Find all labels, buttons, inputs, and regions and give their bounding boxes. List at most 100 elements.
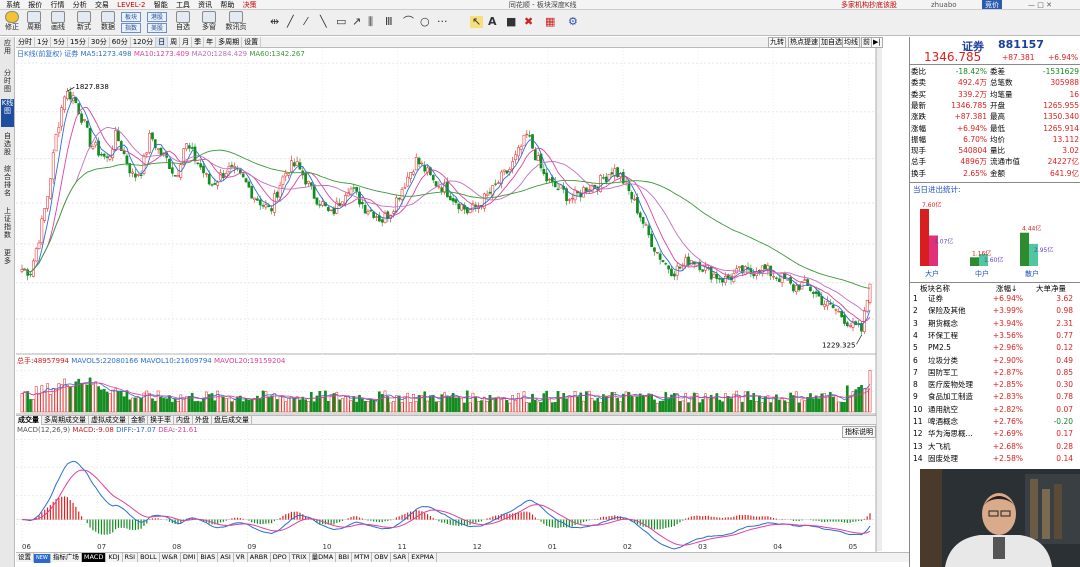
ray-tool-icon[interactable]: ╲: [320, 15, 327, 28]
bars-tool-icon[interactable]: Ⅲ: [385, 15, 393, 28]
indicator-tab[interactable]: BBI: [336, 553, 353, 562]
channel-tool-icon[interactable]: ⫼: [368, 15, 374, 28]
sidebar-item-kline[interactable]: K线图: [1, 99, 14, 127]
indicator-tab[interactable]: RSI: [123, 553, 139, 562]
menu-item[interactable]: 交易: [94, 1, 109, 9]
period-tab-selected[interactable]: 日: [156, 37, 169, 47]
draw-button[interactable]: 画线: [48, 10, 68, 32]
settings-tool-icon[interactable]: ⚙: [568, 15, 578, 28]
indicator-tab[interactable]: OBV: [372, 553, 392, 562]
hot-speed-button[interactable]: 热点提速: [788, 37, 820, 48]
indicator-tab[interactable]: BIAS: [198, 553, 219, 562]
menu-item[interactable]: LEVEL-2: [117, 1, 146, 9]
index-button[interactable]: 指数: [121, 23, 141, 33]
indicator-help-button[interactable]: 指标说明: [842, 426, 876, 438]
indicator-tab[interactable]: 指标广场: [51, 553, 82, 562]
grid-tool-icon[interactable]: ▦: [545, 15, 556, 28]
board-list-row[interactable]: 5 PM2.5 +2.96% 0.12: [910, 342, 1080, 354]
board-list-row[interactable]: 13 大飞机 +2.68% 0.28: [910, 441, 1080, 453]
board-list-row[interactable]: 11 啤酒概念 +2.76% -0.20: [910, 416, 1080, 428]
sidebar-item-apps[interactable]: 应用: [4, 39, 11, 55]
hk-stock-button[interactable]: 港股: [147, 12, 167, 22]
col-name-header[interactable]: 板块名称: [920, 284, 950, 293]
board-list-row[interactable]: 1 证券 +6.94% 3.62: [910, 293, 1080, 305]
watchlist-button[interactable]: 自选: [173, 10, 193, 32]
indicator-tab[interactable]: W&R: [160, 553, 181, 562]
window-controls-icon[interactable]: — □ ✕: [1028, 1, 1052, 9]
indicator-tab[interactable]: 成交量: [16, 416, 42, 425]
indicator-tab[interactable]: 金额: [129, 416, 148, 425]
sidebar-item-watchlist[interactable]: 自选股: [4, 132, 11, 156]
indicator-tab[interactable]: SAR: [391, 553, 410, 562]
period-tab[interactable]: 分时: [16, 37, 35, 47]
menu-item[interactable]: 智能: [153, 1, 168, 9]
indicator-tab-selected[interactable]: MACD: [81, 553, 107, 562]
rect-tool-icon[interactable]: ▭: [336, 15, 347, 28]
segment-tool-icon[interactable]: ⁄: [305, 15, 307, 28]
menu-item[interactable]: 工具: [175, 1, 190, 9]
period-tab[interactable]: 5分: [51, 37, 68, 47]
indicator-tab[interactable]: 外盘: [193, 416, 212, 425]
fix-button[interactable]: 修正: [2, 10, 22, 32]
h-line-tool-icon[interactable]: ⇹: [270, 15, 280, 28]
menu-item[interactable]: 分析: [72, 1, 87, 9]
period-tab[interactable]: 周: [168, 37, 181, 47]
indicator-tab[interactable]: 内盘: [174, 416, 193, 425]
indicator-tab[interactable]: EXPMA: [409, 553, 437, 562]
menu-item[interactable]: 行情: [50, 1, 65, 9]
period-tab[interactable]: 多周期: [216, 37, 243, 47]
more-tools-icon[interactable]: ···: [437, 15, 448, 28]
us-stock-button[interactable]: 美股: [147, 23, 167, 33]
indicator-tab[interactable]: VR: [234, 553, 248, 562]
ma-button[interactable]: 均线: [842, 37, 860, 48]
board-list-row[interactable]: 12 华为海思概... +2.69% 0.17: [910, 428, 1080, 440]
sidebar-item-ranking[interactable]: 综合排名: [4, 165, 11, 197]
menu-item[interactable]: 资讯: [198, 1, 213, 9]
kline-chart[interactable]: 1868175416441540144413531268060708091011…: [16, 48, 878, 553]
board-list-row[interactable]: 10 通用航空 +2.82% 0.07: [910, 404, 1080, 416]
vertical-scrollbar[interactable]: [876, 48, 882, 551]
period-tab[interactable]: 30分: [89, 37, 110, 47]
indicator-tab[interactable]: 换手率: [148, 416, 174, 425]
period-tab[interactable]: 1分: [35, 37, 52, 47]
indicator-tab[interactable]: 量DMA: [310, 553, 337, 562]
menu-item[interactable]: 帮助: [220, 1, 235, 9]
board-list-row[interactable]: 2 保险及其他 +3.99% 0.98: [910, 305, 1080, 317]
indicator-tab[interactable]: DPO: [271, 553, 290, 562]
board-list-row[interactable]: 3 期货概念 +3.94% 2.31: [910, 318, 1080, 330]
color-tool-icon[interactable]: ■: [506, 15, 517, 28]
indicator-tab[interactable]: MTM: [352, 553, 373, 562]
sidebar-item-more[interactable]: 更多: [4, 249, 11, 265]
indicator-tab[interactable]: 虚拟成交量: [89, 416, 129, 425]
period-tab[interactable]: 年: [204, 37, 217, 47]
new-style-button[interactable]: 新式: [74, 10, 94, 32]
circle-tool-icon[interactable]: ○: [420, 15, 430, 28]
mode-badge[interactable]: 竞价: [982, 0, 1002, 9]
multi-window-button[interactable]: 多窗: [199, 10, 219, 32]
col-pct-header[interactable]: 涨幅↓: [996, 284, 1018, 293]
period-button[interactable]: 周期: [24, 10, 44, 32]
arrow-tool-icon[interactable]: ↗: [352, 15, 362, 28]
period-tab[interactable]: 15分: [68, 37, 89, 47]
data-button[interactable]: 数据: [98, 10, 118, 32]
text-tool-icon[interactable]: A: [488, 15, 497, 28]
period-tab[interactable]: 设置: [242, 37, 262, 47]
delete-tool-icon[interactable]: ✖: [524, 15, 534, 28]
cursor-tool-icon[interactable]: ↖: [470, 15, 484, 28]
indicator-tab[interactable]: 盘后成交量: [212, 416, 252, 425]
sidebar-item-sh-index[interactable]: 上证指数: [4, 207, 11, 239]
line-tool-icon[interactable]: ╱: [287, 15, 294, 28]
board-list-row[interactable]: 8 医疗废物处理 +2.85% 0.30: [910, 379, 1080, 391]
period-tab[interactable]: 120分: [131, 37, 157, 47]
period-tab[interactable]: 60分: [110, 37, 131, 47]
board-list-row[interactable]: 4 环保工程 +3.56% 0.77: [910, 330, 1080, 342]
promo-text[interactable]: 多家机构抄底该股: [841, 1, 897, 9]
indicator-tab[interactable]: TRIX: [290, 553, 310, 562]
menu-item[interactable]: 系统: [6, 1, 20, 9]
datapage-button[interactable]: 数讯页: [224, 10, 248, 32]
indicator-tab[interactable]: DMI: [181, 553, 199, 562]
indicator-tab[interactable]: KDJ: [106, 553, 123, 562]
board-list-row[interactable]: 14 固废处理 +2.58% 0.14: [910, 453, 1080, 465]
indicator-tab[interactable]: ARBR: [248, 553, 271, 562]
nine-turn-button[interactable]: 九转: [768, 37, 786, 48]
